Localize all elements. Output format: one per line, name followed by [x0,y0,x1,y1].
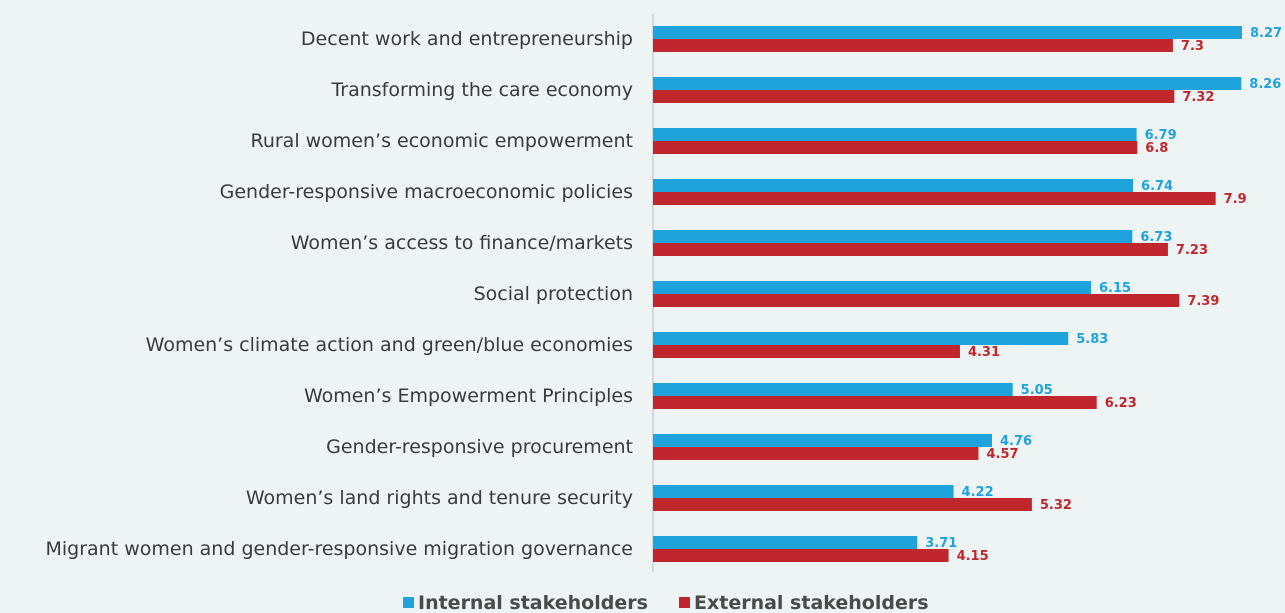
value-label-internal: 4.22 [962,485,994,500]
bar-external [653,294,1180,307]
value-label-internal: 6.73 [1140,230,1172,245]
value-label-external: 6.23 [1105,396,1137,411]
value-label-internal: 8.26 [1249,77,1281,92]
category-label: Migrant women and gender-responsive migr… [46,538,634,560]
value-label-external: 4.31 [968,345,1000,360]
category-label: Decent work and entrepreneurship [301,28,633,50]
legend: Internal stakeholders External stakeholde… [403,592,929,613]
legend-swatch-external [679,597,690,608]
bar-internal [653,179,1134,192]
value-label-internal: 8.27 [1250,26,1282,41]
value-label-external: 6.8 [1145,141,1168,156]
bar-internal [653,26,1242,39]
value-label-external: 7.39 [1187,294,1219,309]
value-label-internal: 6.74 [1141,179,1173,194]
value-label-external: 7.3 [1181,39,1204,54]
category-label: Women’s land rights and tenure security [246,487,633,509]
category-labels: Decent work and entrepreneurship Transfor… [46,28,634,560]
value-labels: 8.27 7.3 8.26 7.32 6.796.8 6.74 7.9 6.73 7.23 6.1… [925,26,1282,564]
legend-label-internal: Internal stakeholders [418,592,648,613]
category-label: Transforming the care economy [330,79,633,101]
value-label-external: 7.32 [1182,90,1214,105]
bar-internal [653,128,1137,141]
bar-external [653,396,1097,409]
value-label-internal: 6.79 [1145,128,1177,143]
bar-internal [653,230,1133,243]
legend-label-external: External stakeholders [694,592,929,613]
bar-external [653,243,1168,256]
bar-external [653,39,1173,52]
value-label-external: 5.32 [1040,498,1072,513]
bar-internal [653,383,1013,396]
value-label-internal: 5.83 [1076,332,1108,347]
category-label: Women’s Empowerment Principles [304,385,633,407]
bar-external [653,192,1216,205]
category-label: Social protection [474,283,633,305]
bar-internal [653,434,993,447]
bar-internal [653,485,954,498]
bars [653,26,1242,562]
value-label-external: 4.15 [957,549,989,564]
value-label-external: 7.23 [1176,243,1208,258]
bar-external [653,549,949,562]
bar-internal [653,332,1069,345]
bar-internal [653,77,1242,90]
category-label: Women’s climate action and green/blue ec… [146,334,633,356]
bar-external [653,498,1032,511]
value-label-internal: 3.71 [925,536,957,551]
category-label: Rural women’s economic empowerment [250,130,633,152]
value-label-external: 7.9 [1224,192,1247,207]
value-label-internal: 6.15 [1099,281,1131,296]
bar-external [653,90,1175,103]
category-label: Gender-responsive macroeconomic policies [220,181,633,203]
legend-swatch-internal [403,597,414,608]
bar-internal [653,281,1092,294]
bar-external [653,141,1138,154]
category-label: Women’s access to finance/markets [291,232,633,254]
bar-external [653,447,979,460]
bar-internal [653,536,918,549]
value-label-external: 4.57 [986,447,1018,462]
value-label-internal: 4.76 [1000,434,1032,449]
category-label: Gender-responsive procurement [326,436,633,458]
value-label-internal: 5.05 [1021,383,1053,398]
bar-external [653,345,960,358]
